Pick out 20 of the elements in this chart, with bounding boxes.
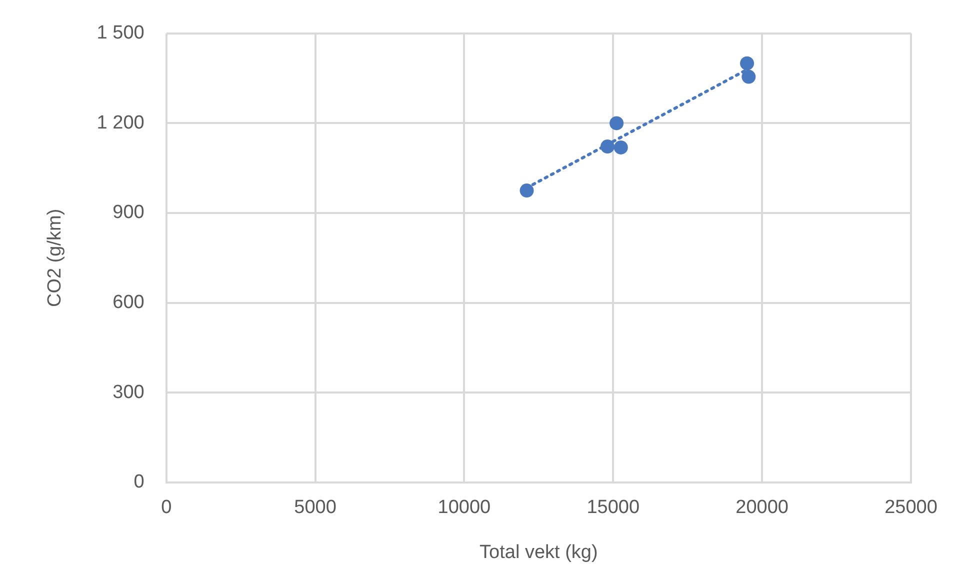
y-tick-label: 1 500 xyxy=(96,22,144,44)
x-tick-label: 10000 xyxy=(438,497,491,518)
x-tick-label: 0 xyxy=(161,497,172,518)
x-tick-label: 20000 xyxy=(736,497,788,518)
y-tick-label: 1 200 xyxy=(96,112,144,134)
y-tick-label: 600 xyxy=(112,292,144,314)
point xyxy=(614,140,628,154)
y-tick-label: 0 xyxy=(134,472,144,493)
point xyxy=(600,140,614,154)
point xyxy=(740,56,754,70)
x-axis-title: Total vekt (kg) xyxy=(480,542,598,563)
point xyxy=(610,116,624,130)
point xyxy=(520,184,534,198)
x-tick-label: 5000 xyxy=(294,497,336,518)
x-tick-label: 15000 xyxy=(586,497,640,518)
x-tick-label: 25000 xyxy=(884,497,938,518)
point xyxy=(742,70,756,84)
y-tick-label: 900 xyxy=(112,202,144,224)
y-tick-label: 300 xyxy=(112,382,144,403)
y-axis-title: CO2 (g/km) xyxy=(44,208,66,307)
